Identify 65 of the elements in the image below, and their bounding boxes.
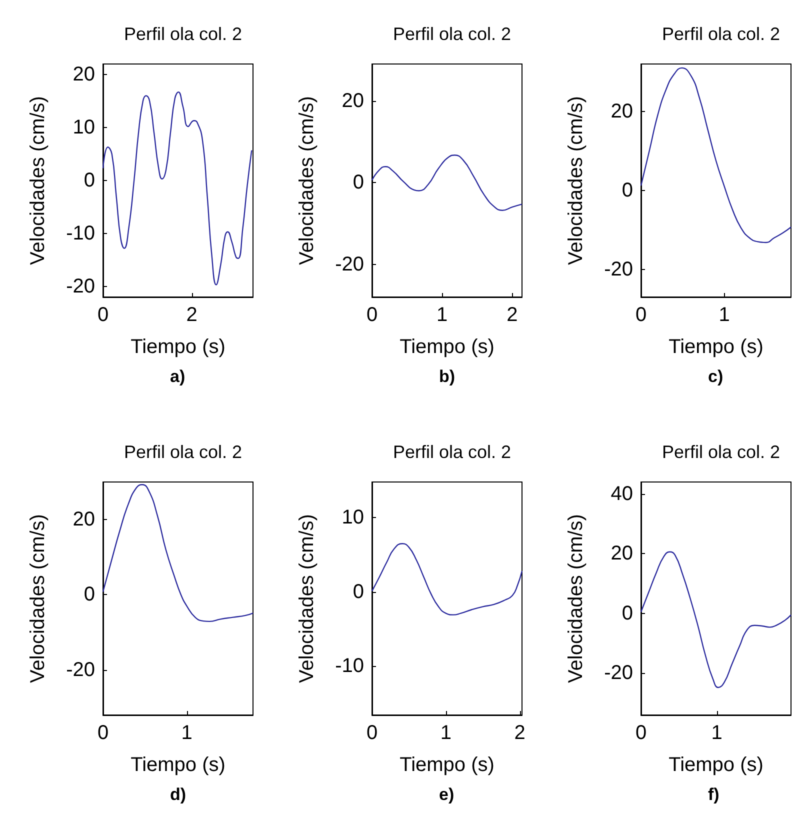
x-axis-title: Tiempo (s) (668, 754, 764, 776)
chart-title: Perfil ola col. 2 (392, 442, 512, 462)
y-tick-label: 0 (622, 602, 633, 624)
y-tick-label: 0 (84, 170, 95, 192)
y-tick-label: -20 (66, 275, 95, 298)
y-axis-title: Velocidades (cm/s) (296, 514, 318, 683)
y-tick-label: 0 (84, 584, 95, 606)
line-series (640, 551, 792, 688)
y-tick-label: 10 (72, 116, 95, 139)
line-series (371, 154, 523, 211)
chart-title: Perfil ola col. 2 (662, 24, 780, 44)
line-series (102, 484, 254, 622)
y-tick-label: -20 (604, 258, 633, 280)
text: f) (708, 785, 720, 804)
chart-title: Perfil ola col. 2 (662, 442, 780, 462)
chart-title: Perfil ola col. 2 (124, 24, 242, 44)
text: b) (439, 367, 456, 386)
x-tick-label: 0 (97, 304, 109, 326)
x-tick-label: 2 (506, 304, 518, 326)
chart-title: Perfil ola col. 2 (124, 442, 242, 462)
y-tick-label: 0 (622, 179, 633, 202)
x-axis-title: Tiempo (s) (400, 754, 494, 776)
y-tick-label: 20 (342, 90, 364, 112)
x-tick-label: 2 (514, 722, 526, 744)
text: c) (708, 367, 724, 386)
line-series (371, 542, 523, 616)
y-tick-label: 10 (342, 506, 364, 529)
y-axis-title: Velocidades (cm/s) (565, 96, 587, 265)
text: d) (170, 785, 186, 804)
y-tick-label: 20 (610, 542, 633, 565)
chart-title: Perfil ola col. 2 (392, 24, 512, 44)
y-tick-label: 0 (352, 580, 364, 603)
y-tick-label: -20 (604, 662, 633, 684)
line-series (102, 91, 252, 286)
y-tick-label: 20 (72, 508, 95, 531)
x-tick-label: 0 (635, 722, 647, 744)
x-tick-label: 1 (711, 722, 722, 744)
y-tick-label: -10 (335, 655, 364, 678)
text: a) (170, 367, 186, 386)
x-tick-label: 1 (181, 722, 192, 744)
x-axis-title: Tiempo (s) (130, 754, 226, 776)
y-axis-title: Velocidades (cm/s) (27, 514, 49, 683)
line-series (640, 67, 792, 244)
x-tick-label: 1 (718, 304, 730, 326)
y-tick-label: -20 (66, 658, 95, 681)
y-tick-label: -20 (335, 253, 364, 276)
y-tick-label: -10 (66, 222, 95, 244)
x-tick-label: 0 (97, 722, 109, 744)
x-tick-label: 1 (440, 722, 452, 744)
x-tick-label: 0 (366, 722, 378, 744)
x-axis-title: Tiempo (s) (668, 336, 764, 358)
y-tick-label: 20 (610, 100, 633, 122)
x-tick-label: 2 (186, 304, 198, 326)
text: e) (439, 785, 454, 804)
x-axis-title: Tiempo (s) (400, 336, 494, 358)
x-tick-label: 0 (635, 304, 647, 326)
x-axis-title: Tiempo (s) (130, 336, 226, 358)
y-tick-label: 20 (72, 64, 95, 86)
y-axis-title: Velocidades (cm/s) (296, 96, 318, 265)
y-axis-title: Velocidades (cm/s) (27, 96, 49, 265)
y-axis-title: Velocidades (cm/s) (565, 514, 587, 683)
x-tick-label: 1 (436, 304, 448, 326)
x-tick-label: 0 (366, 304, 378, 326)
y-tick-label: 0 (352, 172, 364, 194)
y-tick-label: 40 (610, 482, 633, 505)
